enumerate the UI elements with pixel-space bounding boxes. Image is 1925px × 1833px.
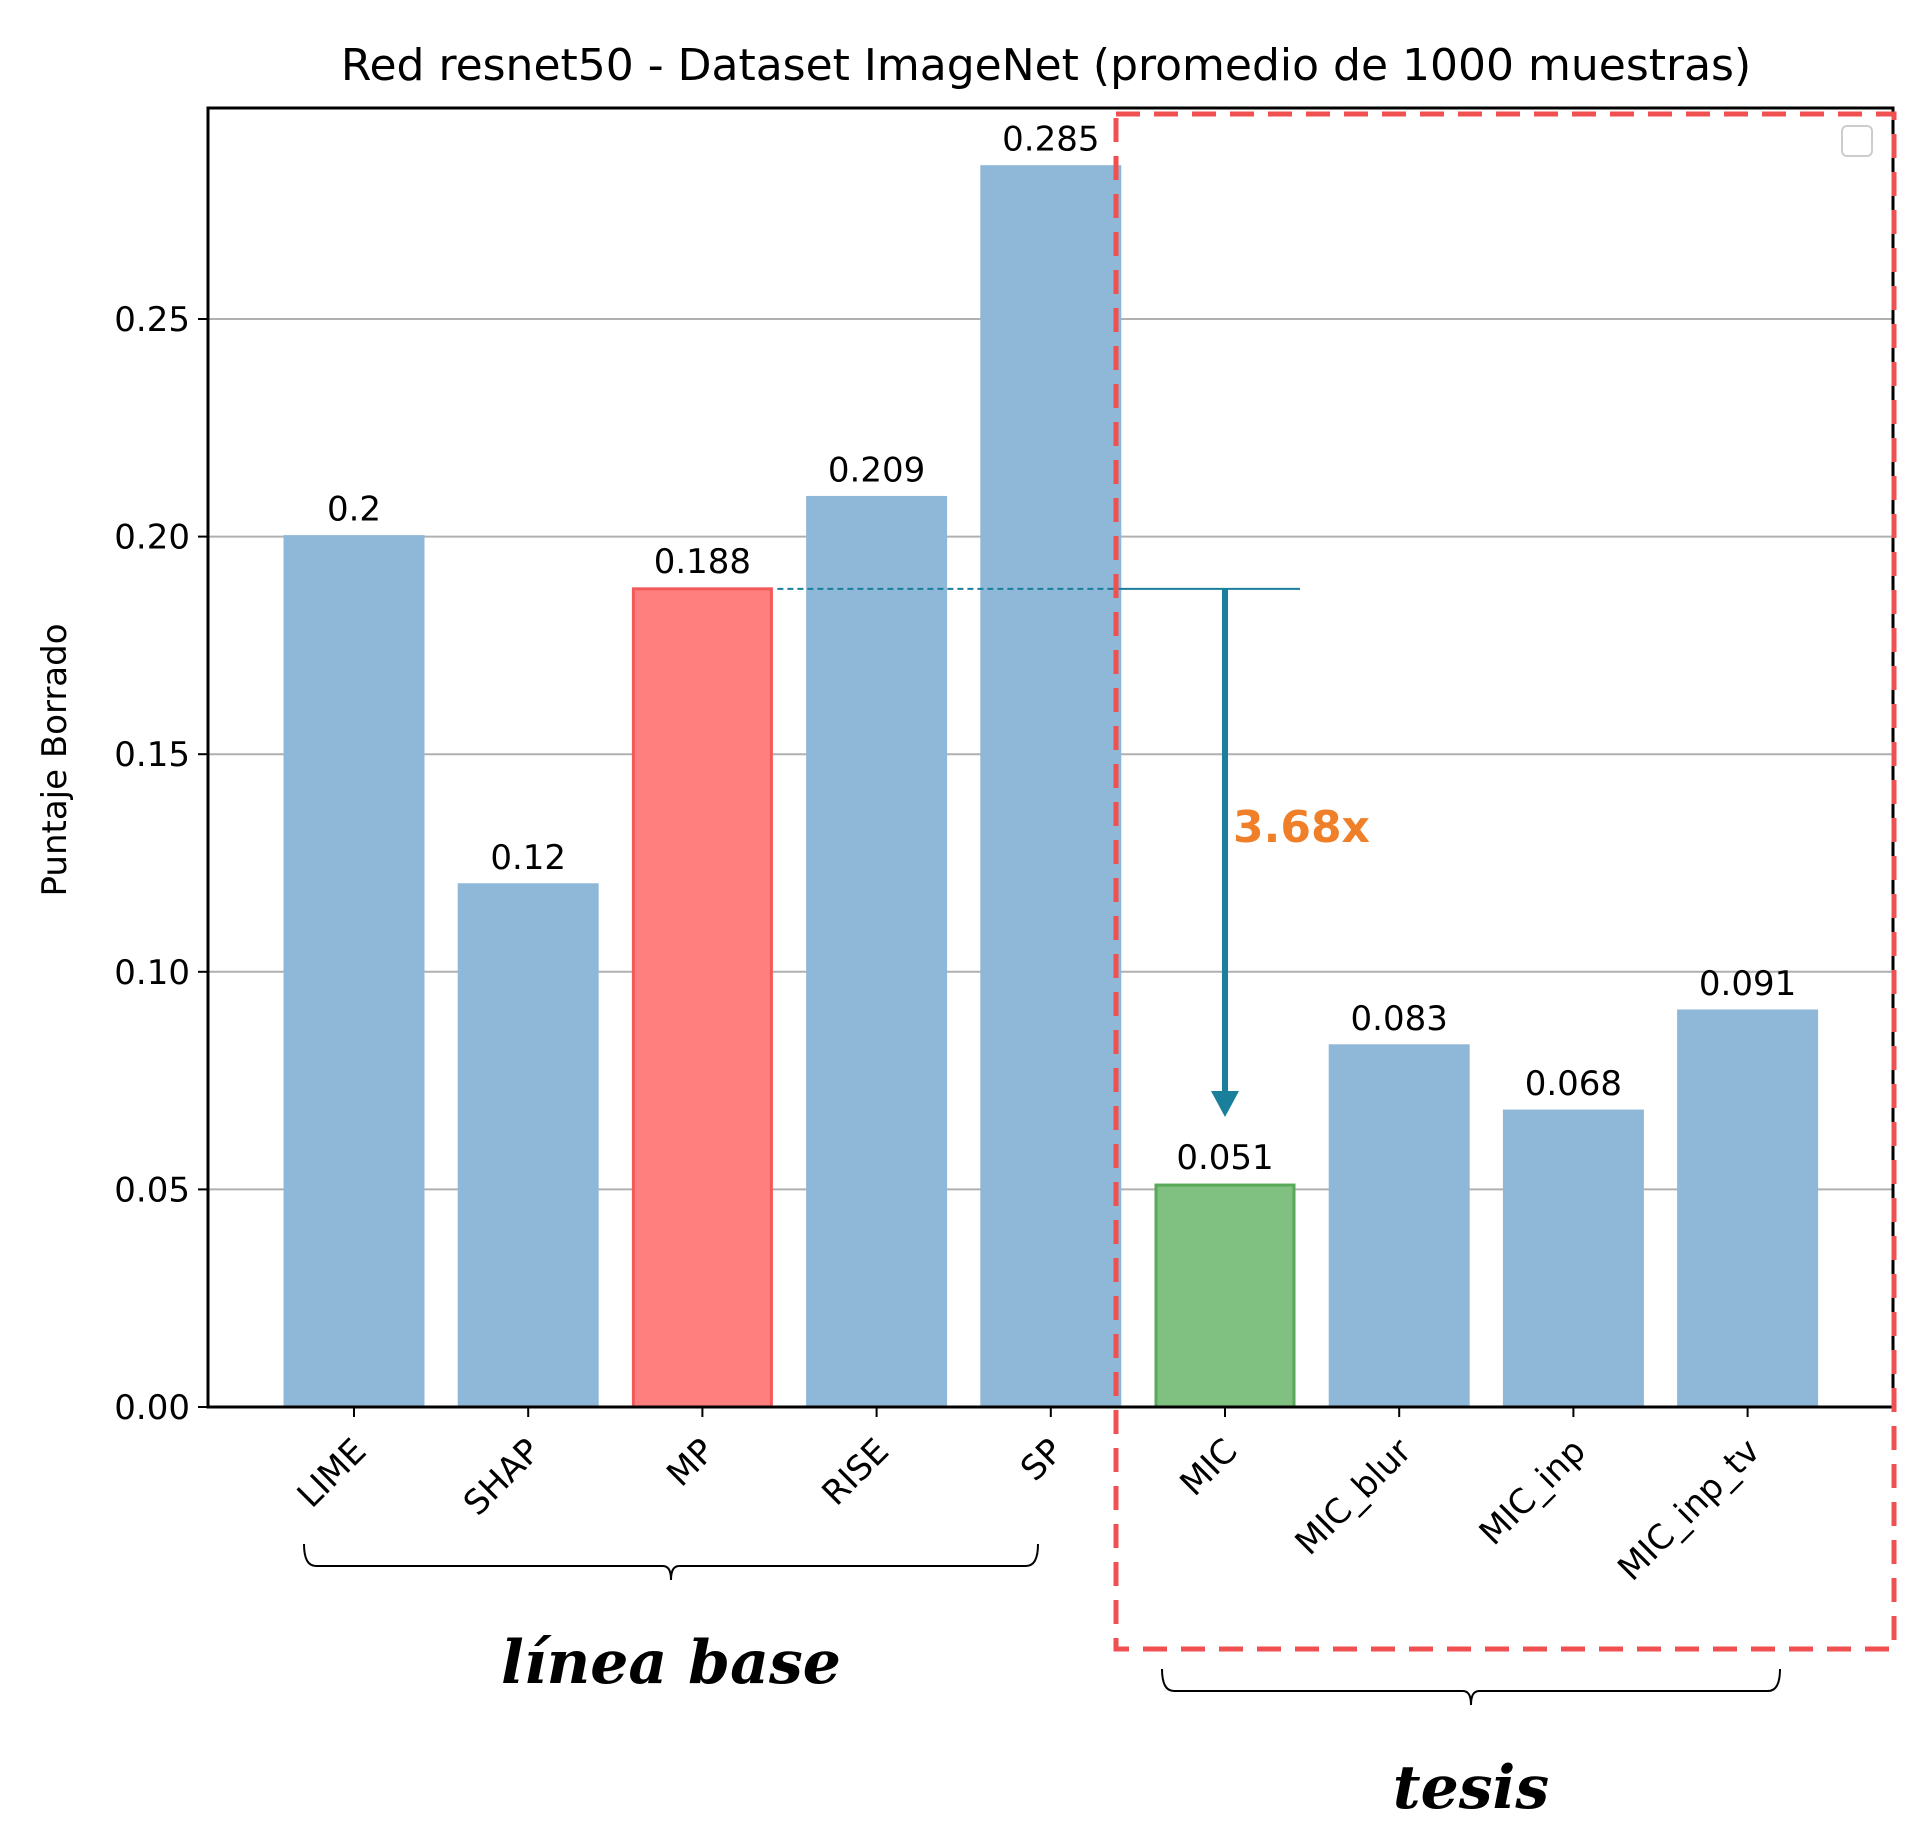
tesis-group-label: tesis bbox=[1393, 1753, 1549, 1823]
bar-rise bbox=[806, 495, 948, 1409]
bar-sp bbox=[980, 165, 1122, 1409]
baseline-group-label: línea base bbox=[501, 1628, 841, 1698]
x-tick-label: SHAP bbox=[456, 1431, 549, 1524]
bar-mic-inp-tv bbox=[1677, 1009, 1819, 1409]
tesis-dashed-box bbox=[1113, 111, 1897, 1652]
y-tick-label: 0.10 bbox=[114, 953, 190, 993]
y-tick-label: 0.20 bbox=[114, 518, 190, 558]
x-tick-label: MIC_inp bbox=[1472, 1431, 1594, 1553]
y-tick-label: 0.25 bbox=[114, 300, 190, 340]
bar-value-label: 0.12 bbox=[490, 838, 566, 878]
legend-box bbox=[1841, 125, 1873, 157]
bar-value-label: 0.051 bbox=[1176, 1138, 1273, 1178]
x-tick-label: MIC bbox=[1172, 1431, 1245, 1504]
group-brackets: línea base tesis bbox=[303, 1543, 1781, 1823]
bar-shap bbox=[457, 883, 599, 1409]
ratio-label: 3.68x bbox=[1233, 802, 1370, 853]
y-axis-label: Puntaje Borrado bbox=[35, 623, 75, 896]
x-tick-label: MIC_inp_tv bbox=[1610, 1431, 1768, 1589]
bar-lime bbox=[283, 535, 425, 1409]
bar-value-label: 0.188 bbox=[654, 542, 751, 582]
x-tick-label: MP bbox=[659, 1431, 723, 1495]
bar-value-label: 0.285 bbox=[1002, 120, 1099, 160]
bar-mic bbox=[1154, 1183, 1296, 1409]
bar-value-label: 0.083 bbox=[1351, 999, 1448, 1039]
y-tick-label: 0.15 bbox=[114, 735, 190, 775]
x-tick-label: RISE bbox=[814, 1431, 897, 1514]
ratio-annotation: 3.68x bbox=[777, 587, 1370, 1118]
x-tick-label: SP bbox=[1013, 1431, 1071, 1489]
bar-value-labels: 0.2 0.12 0.188 0.209 0.285 0.051 0.083 0.068 0.0… bbox=[327, 120, 1796, 1178]
x-tick-label: MIC_blur bbox=[1288, 1431, 1420, 1563]
tesis-highlight-box bbox=[1113, 111, 1897, 1652]
tesis-bracket bbox=[1161, 1668, 1781, 1706]
x-tick-label: LIME bbox=[290, 1431, 375, 1516]
bar-value-label: 0.068 bbox=[1525, 1064, 1622, 1104]
bar-mic-inp bbox=[1502, 1109, 1644, 1409]
baseline-bracket bbox=[303, 1543, 1039, 1581]
bar-value-label: 0.091 bbox=[1699, 964, 1796, 1004]
reduction-arrow-head bbox=[1211, 1091, 1239, 1118]
bars bbox=[283, 165, 1819, 1409]
bar-value-label: 0.209 bbox=[828, 450, 925, 490]
bar-mic-blur bbox=[1328, 1044, 1470, 1409]
y-tick-label: 0.00 bbox=[114, 1388, 190, 1428]
bar-mp bbox=[631, 587, 773, 1409]
chart-title: Red resnet50 - Dataset ImageNet (promedi… bbox=[341, 40, 1751, 91]
bar-value-label: 0.2 bbox=[327, 490, 381, 530]
y-tick-label: 0.05 bbox=[114, 1170, 190, 1210]
